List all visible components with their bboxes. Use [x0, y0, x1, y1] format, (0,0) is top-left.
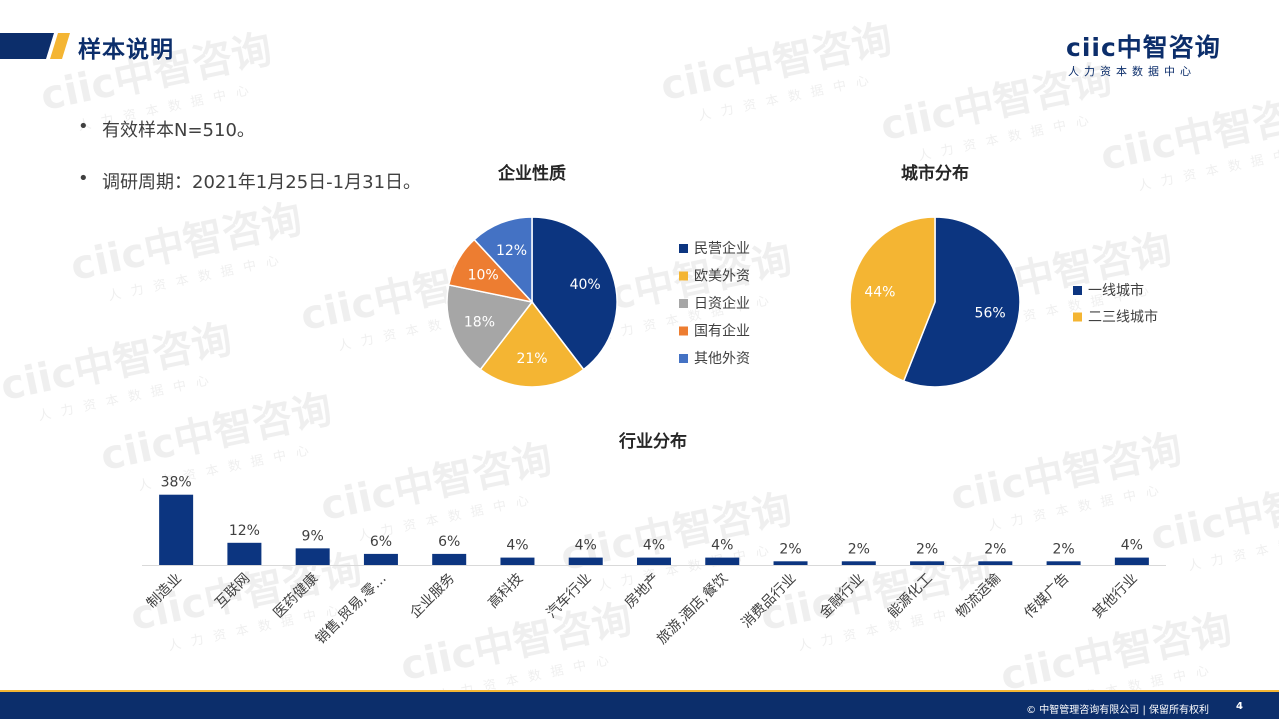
pie-slice — [531, 216, 618, 371]
pie-slice — [473, 216, 533, 304]
legend-swatch — [679, 326, 688, 336]
bar-category-label: 旅游,酒店,餐饮 — [654, 571, 731, 648]
pie-title: 城市分布 — [901, 163, 969, 184]
bar-category-label: 企业服务 — [406, 570, 458, 622]
bar — [841, 561, 876, 565]
bar — [705, 557, 740, 565]
legend-swatch — [679, 271, 688, 281]
bar-data-label: 2% — [779, 541, 801, 557]
legend-label: 日资企业 — [694, 295, 750, 312]
bar-data-label: 4% — [643, 538, 665, 554]
bar-category-label: 互联网 — [212, 571, 253, 612]
bar-data-label: 4% — [575, 538, 597, 554]
bar-category-label: 金融行业 — [817, 571, 868, 622]
page-number: 4 — [1236, 701, 1243, 712]
bullet-item: • 调研周期：2021年1月25日-1月31日。 — [78, 168, 422, 193]
legend-swatch — [679, 299, 688, 308]
bar — [1046, 561, 1081, 565]
bar — [978, 561, 1013, 565]
footer-accent-line — [0, 690, 1279, 692]
page-title: 样本说明 — [78, 37, 174, 63]
bar — [910, 561, 945, 565]
bullet-dot-icon: • — [78, 168, 89, 189]
legend-swatch — [1073, 286, 1082, 295]
bar-data-label: 6% — [370, 534, 392, 550]
bar — [637, 557, 671, 565]
bar-category-label: 房地产 — [622, 571, 663, 612]
bar-category-label: 高科技 — [485, 570, 527, 612]
bar-category-label: 物流运输 — [953, 571, 1004, 622]
legend-swatch — [1073, 312, 1082, 322]
pie-data-label: 40% — [570, 277, 601, 293]
pie-data-label: 21% — [516, 351, 547, 367]
bar-category-label: 能源化工 — [885, 571, 936, 622]
bullet-list: • 有效样本N=510。 • 调研周期：2021年1月25日-1月31日。 — [78, 116, 421, 220]
bar-category-label: 其他行业 — [1090, 571, 1141, 622]
logo-sub-text: 人力资本数据中心 — [1068, 65, 1196, 78]
pie-title: 企业性质 — [497, 163, 566, 184]
legend-swatch — [679, 244, 688, 253]
pie-data-label: 18% — [464, 315, 495, 331]
bar — [1114, 557, 1149, 565]
bar — [568, 557, 603, 565]
bar-data-label: 6% — [438, 534, 460, 550]
bar — [295, 548, 330, 565]
bar — [159, 494, 194, 565]
bar — [773, 561, 808, 565]
bullet-text: 有效样本N=510。 — [102, 120, 255, 141]
bar-data-label: 4% — [711, 538, 733, 554]
bar — [432, 553, 467, 565]
title-accent-bar — [0, 33, 70, 59]
pie-data-label: 12% — [496, 243, 527, 259]
bullet-dot-icon: • — [78, 116, 89, 137]
bar-data-label: 2% — [1052, 541, 1074, 557]
bar-category-label: 汽车行业 — [543, 570, 595, 622]
bullet-item: • 有效样本N=510。 — [78, 116, 421, 141]
bar — [363, 553, 398, 565]
legend-label: 国有企业 — [694, 323, 750, 340]
footer-copyright: © 中智管理咨询有限公司 | 保留所有权利 — [1026, 705, 1209, 716]
legend-label: 二三线城市 — [1088, 309, 1158, 326]
legend-label: 其他外资 — [694, 351, 750, 367]
pie-slice — [479, 300, 585, 388]
bar-category-label: 制造业 — [144, 571, 185, 612]
bar-category-label: 销售,贸易,零… — [313, 571, 390, 648]
legend-label: 一线城市 — [1088, 282, 1144, 299]
bar-data-label: 38% — [161, 475, 192, 491]
pie-data-label: 44% — [864, 284, 895, 300]
legend-label: 民营企业 — [694, 240, 750, 257]
company-logo: ciic中智咨询 人力资本数据中心 — [1066, 28, 1226, 80]
bar-category-label: 消费品行业 — [739, 571, 800, 632]
pie-data-label: 56% — [975, 306, 1006, 322]
bar-data-label: 4% — [506, 538, 528, 554]
legend-label: 欧美外资 — [694, 269, 750, 285]
footer-bar — [0, 692, 1279, 719]
bar — [227, 542, 262, 565]
bar — [500, 557, 535, 565]
logo-main-text: ciic中智咨询 — [1066, 33, 1221, 62]
bar-data-label: 9% — [302, 528, 324, 544]
bar-data-label: 2% — [848, 541, 870, 557]
bar-data-label: 12% — [229, 523, 260, 539]
bar-chart-title: 行业分布 — [618, 431, 687, 452]
bar-category-label: 医药健康 — [270, 570, 322, 622]
bar-data-label: 2% — [984, 541, 1006, 557]
bar-category-label: 传媒广告 — [1022, 571, 1073, 622]
pie-data-label: 10% — [468, 267, 499, 283]
pie-slice — [902, 216, 1021, 388]
pie-slice — [446, 284, 534, 371]
bar-data-label: 2% — [916, 541, 938, 557]
bar-data-label: 4% — [1121, 538, 1143, 554]
pie-slice — [849, 216, 936, 383]
bullet-text: 调研周期：2021年1月25日-1月31日。 — [102, 172, 422, 193]
legend-swatch — [679, 354, 688, 363]
